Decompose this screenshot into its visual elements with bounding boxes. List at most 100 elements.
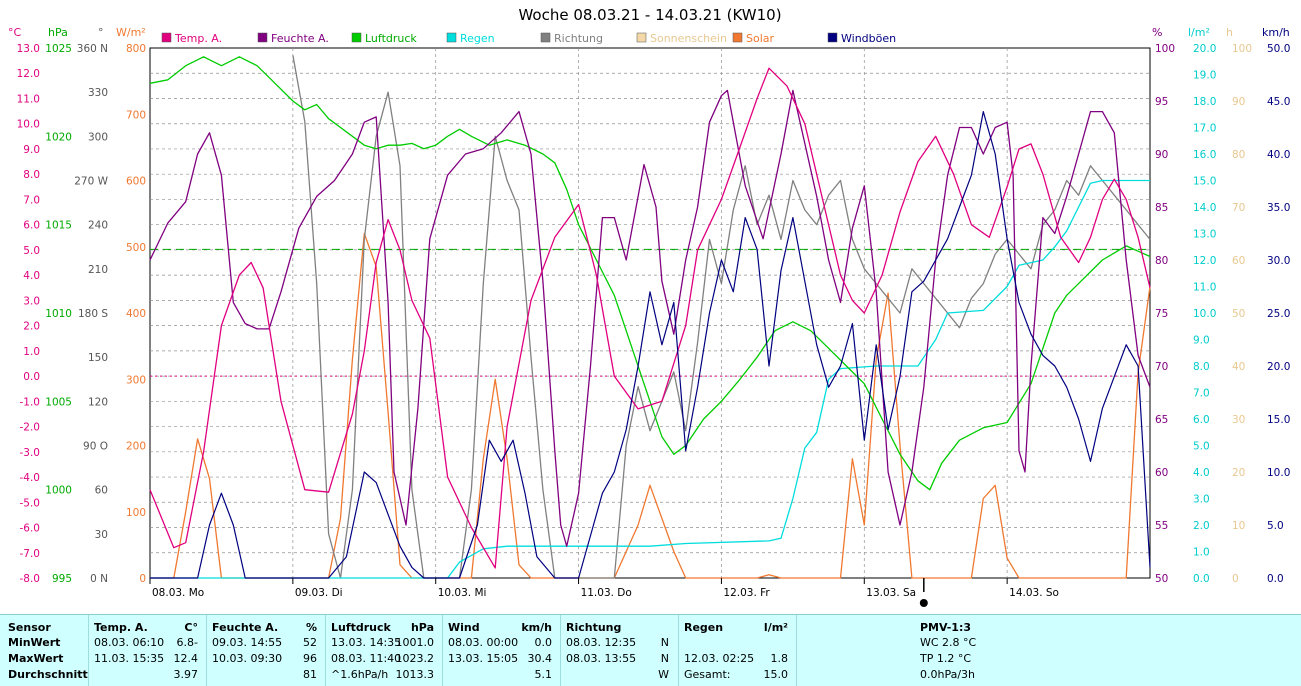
axis-tick-label: 300 — [88, 131, 108, 143]
axis-tick-label: 700 — [126, 109, 146, 121]
axis-tick-label: 12.0 — [1193, 255, 1216, 267]
axis-tick-label: 30 — [95, 529, 108, 541]
axis-tick-label: -4.0 — [20, 472, 41, 484]
summary-header-rain: Regen — [684, 621, 724, 634]
axis-tick-label: 35.0 — [1267, 202, 1290, 214]
x-tick-label: 13.03. Sa — [866, 587, 916, 599]
axis-tick-label: 50 — [1155, 573, 1168, 585]
axis-tick-label: 800 — [126, 43, 146, 55]
axis-tick-label: 7.0 — [23, 194, 40, 206]
summary-header-humidity: Feuchte A. — [212, 621, 279, 634]
left-axes: °C 13.0 12.0 11.0 10.0 9.0 8.0 7.0 6.0 5.0 4.0 3.0 2… — [8, 26, 146, 585]
axis-tick-label: 210 — [88, 264, 108, 276]
axis-tick-label: -3.0 — [20, 447, 41, 459]
axis-tick-label: 360 N — [77, 43, 108, 55]
axis-tick-label: 80 — [1155, 255, 1168, 267]
axis-tick-label: 1025 — [45, 43, 72, 55]
axis-tick-label: 8.0 — [23, 169, 40, 181]
axis-tick-label: 1.0 — [23, 346, 40, 358]
axis-tick-label: 180 S — [78, 308, 108, 320]
legend-label: Feuchte A. — [271, 32, 329, 45]
axis-unit: ° — [98, 26, 104, 39]
axis-tick-label: 40 — [1232, 361, 1245, 373]
legend-swatch — [446, 32, 457, 43]
grid — [149, 47, 1151, 579]
axis-tick-label: 10.0 — [1193, 308, 1216, 320]
summary-pressure-time: 08.03. 11:40 — [331, 652, 402, 665]
legend-swatch — [732, 32, 743, 43]
axis-tick-label: 3.0 — [23, 295, 40, 307]
series-wind — [150, 110, 1151, 579]
summary-wind-time: 13.03. 15:05 — [448, 652, 519, 665]
axis-unit: l/m² — [1188, 26, 1210, 39]
legend-swatch — [351, 32, 362, 43]
axis-tick-label: 1010 — [45, 308, 72, 320]
axis-unit: hPa — [48, 26, 68, 39]
summary-header-pressure: Luftdruck — [331, 621, 391, 634]
axis-tick-label: 6.0 — [1193, 414, 1210, 426]
plot-frame — [149, 47, 1151, 579]
x-tick-label: 08.03. Mo — [152, 587, 204, 599]
legend-swatch — [827, 32, 838, 43]
axis-tick-label: 80 — [1232, 149, 1245, 161]
axis-tick-label: 1005 — [45, 396, 72, 408]
axis-tick-label: 4.0 — [23, 270, 40, 282]
axis-tick-label: 10.0 — [1267, 467, 1290, 479]
axis-unit: % — [1152, 26, 1162, 39]
summary-header-direction: Richtung — [566, 621, 622, 634]
x-tick-label: 12.03. Fr — [723, 587, 770, 599]
axis-tick-label: 13.0 — [17, 43, 40, 55]
axis-tick-label: 0 — [1232, 573, 1239, 585]
axis-tick-label: -8.0 — [20, 573, 41, 585]
axis-tick-label: 7.0 — [1193, 388, 1210, 400]
axis-tick-label: 50 — [1232, 308, 1245, 320]
axis-tick-label: 90 — [1232, 96, 1245, 108]
x-axis: 08.03. Mo 09.03. Di 10.03. Mi 11.03. Do 12.0… — [149, 578, 1059, 607]
summary-table: Sensor Temp. A. °C Feuchte A.% Luftdruck hPa W… — [0, 614, 1301, 686]
now-marker-dot — [919, 599, 928, 607]
axis-tick-label: 60 — [1232, 255, 1245, 267]
axis-tick-label: 12.0 — [17, 68, 40, 80]
legend-label: Sonnenschein — [650, 32, 727, 45]
summary-rain-time: Gesamt: — [684, 668, 731, 681]
summary-pmv-value: WC 2.8 °C — [920, 636, 977, 649]
axis-tick-label: 5.0 — [23, 245, 40, 257]
axis-tick-label: -7.0 — [20, 548, 41, 560]
series-humidity — [149, 89, 1151, 547]
axis-tick-label: 2.0 — [1193, 520, 1210, 532]
axis-tick-label: 70 — [1232, 202, 1245, 214]
axis-unit: °C — [8, 26, 22, 39]
axis-tick-label: 95 — [1155, 96, 1168, 108]
legend-label: Temp. A. — [174, 32, 222, 45]
axis-tick-label: 5.0 — [1193, 441, 1210, 453]
axis-tick-label: 400 — [126, 308, 146, 320]
x-tick-label: 14.03. So — [1009, 587, 1059, 599]
axis-tick-label: 17.0 — [1193, 123, 1216, 135]
axis-tick-label: 500 — [126, 242, 146, 254]
summary-header-wind: Wind — [448, 621, 480, 634]
axis-tick-label: 16.0 — [1193, 149, 1216, 161]
axis-tick-label: 5.0 — [1267, 520, 1284, 532]
summary-direction-time: 08.03. 12:35 — [566, 636, 637, 649]
axis-tick-label: 2.0 — [23, 321, 40, 333]
legend-label: Windböen — [841, 32, 896, 45]
weather-chart: Woche 08.03.21 - 14.03.21 (KW10) Temp. A… — [8, 6, 1290, 607]
axis-tick-label: 65 — [1155, 414, 1168, 426]
legend-swatch — [161, 32, 172, 43]
axis-tick-label: 0 N — [90, 573, 108, 585]
axis-tick-label: 100 — [1232, 43, 1252, 55]
axis-tick-label: 600 — [126, 176, 146, 188]
axis-tick-label: 85 — [1155, 202, 1168, 214]
legend-label: Solar — [746, 32, 775, 45]
axis-tick-label: 90 O — [83, 441, 108, 453]
axis-tick-label: 8.0 — [1193, 361, 1210, 373]
summary-row-label: Durchschnitt — [8, 668, 88, 681]
axis-tick-label: 50.0 — [1267, 43, 1290, 55]
axis-tick-label: 200 — [126, 441, 146, 453]
axis-tick-label: 270 W — [74, 176, 108, 188]
axis-tick-label: 40.0 — [1267, 149, 1290, 161]
summary-row-label: MaxWert — [8, 652, 64, 665]
axis-tick-label: -6.0 — [20, 523, 41, 535]
axis-tick-label: 120 — [88, 396, 108, 408]
axis-tick-label: -1.0 — [20, 396, 41, 408]
